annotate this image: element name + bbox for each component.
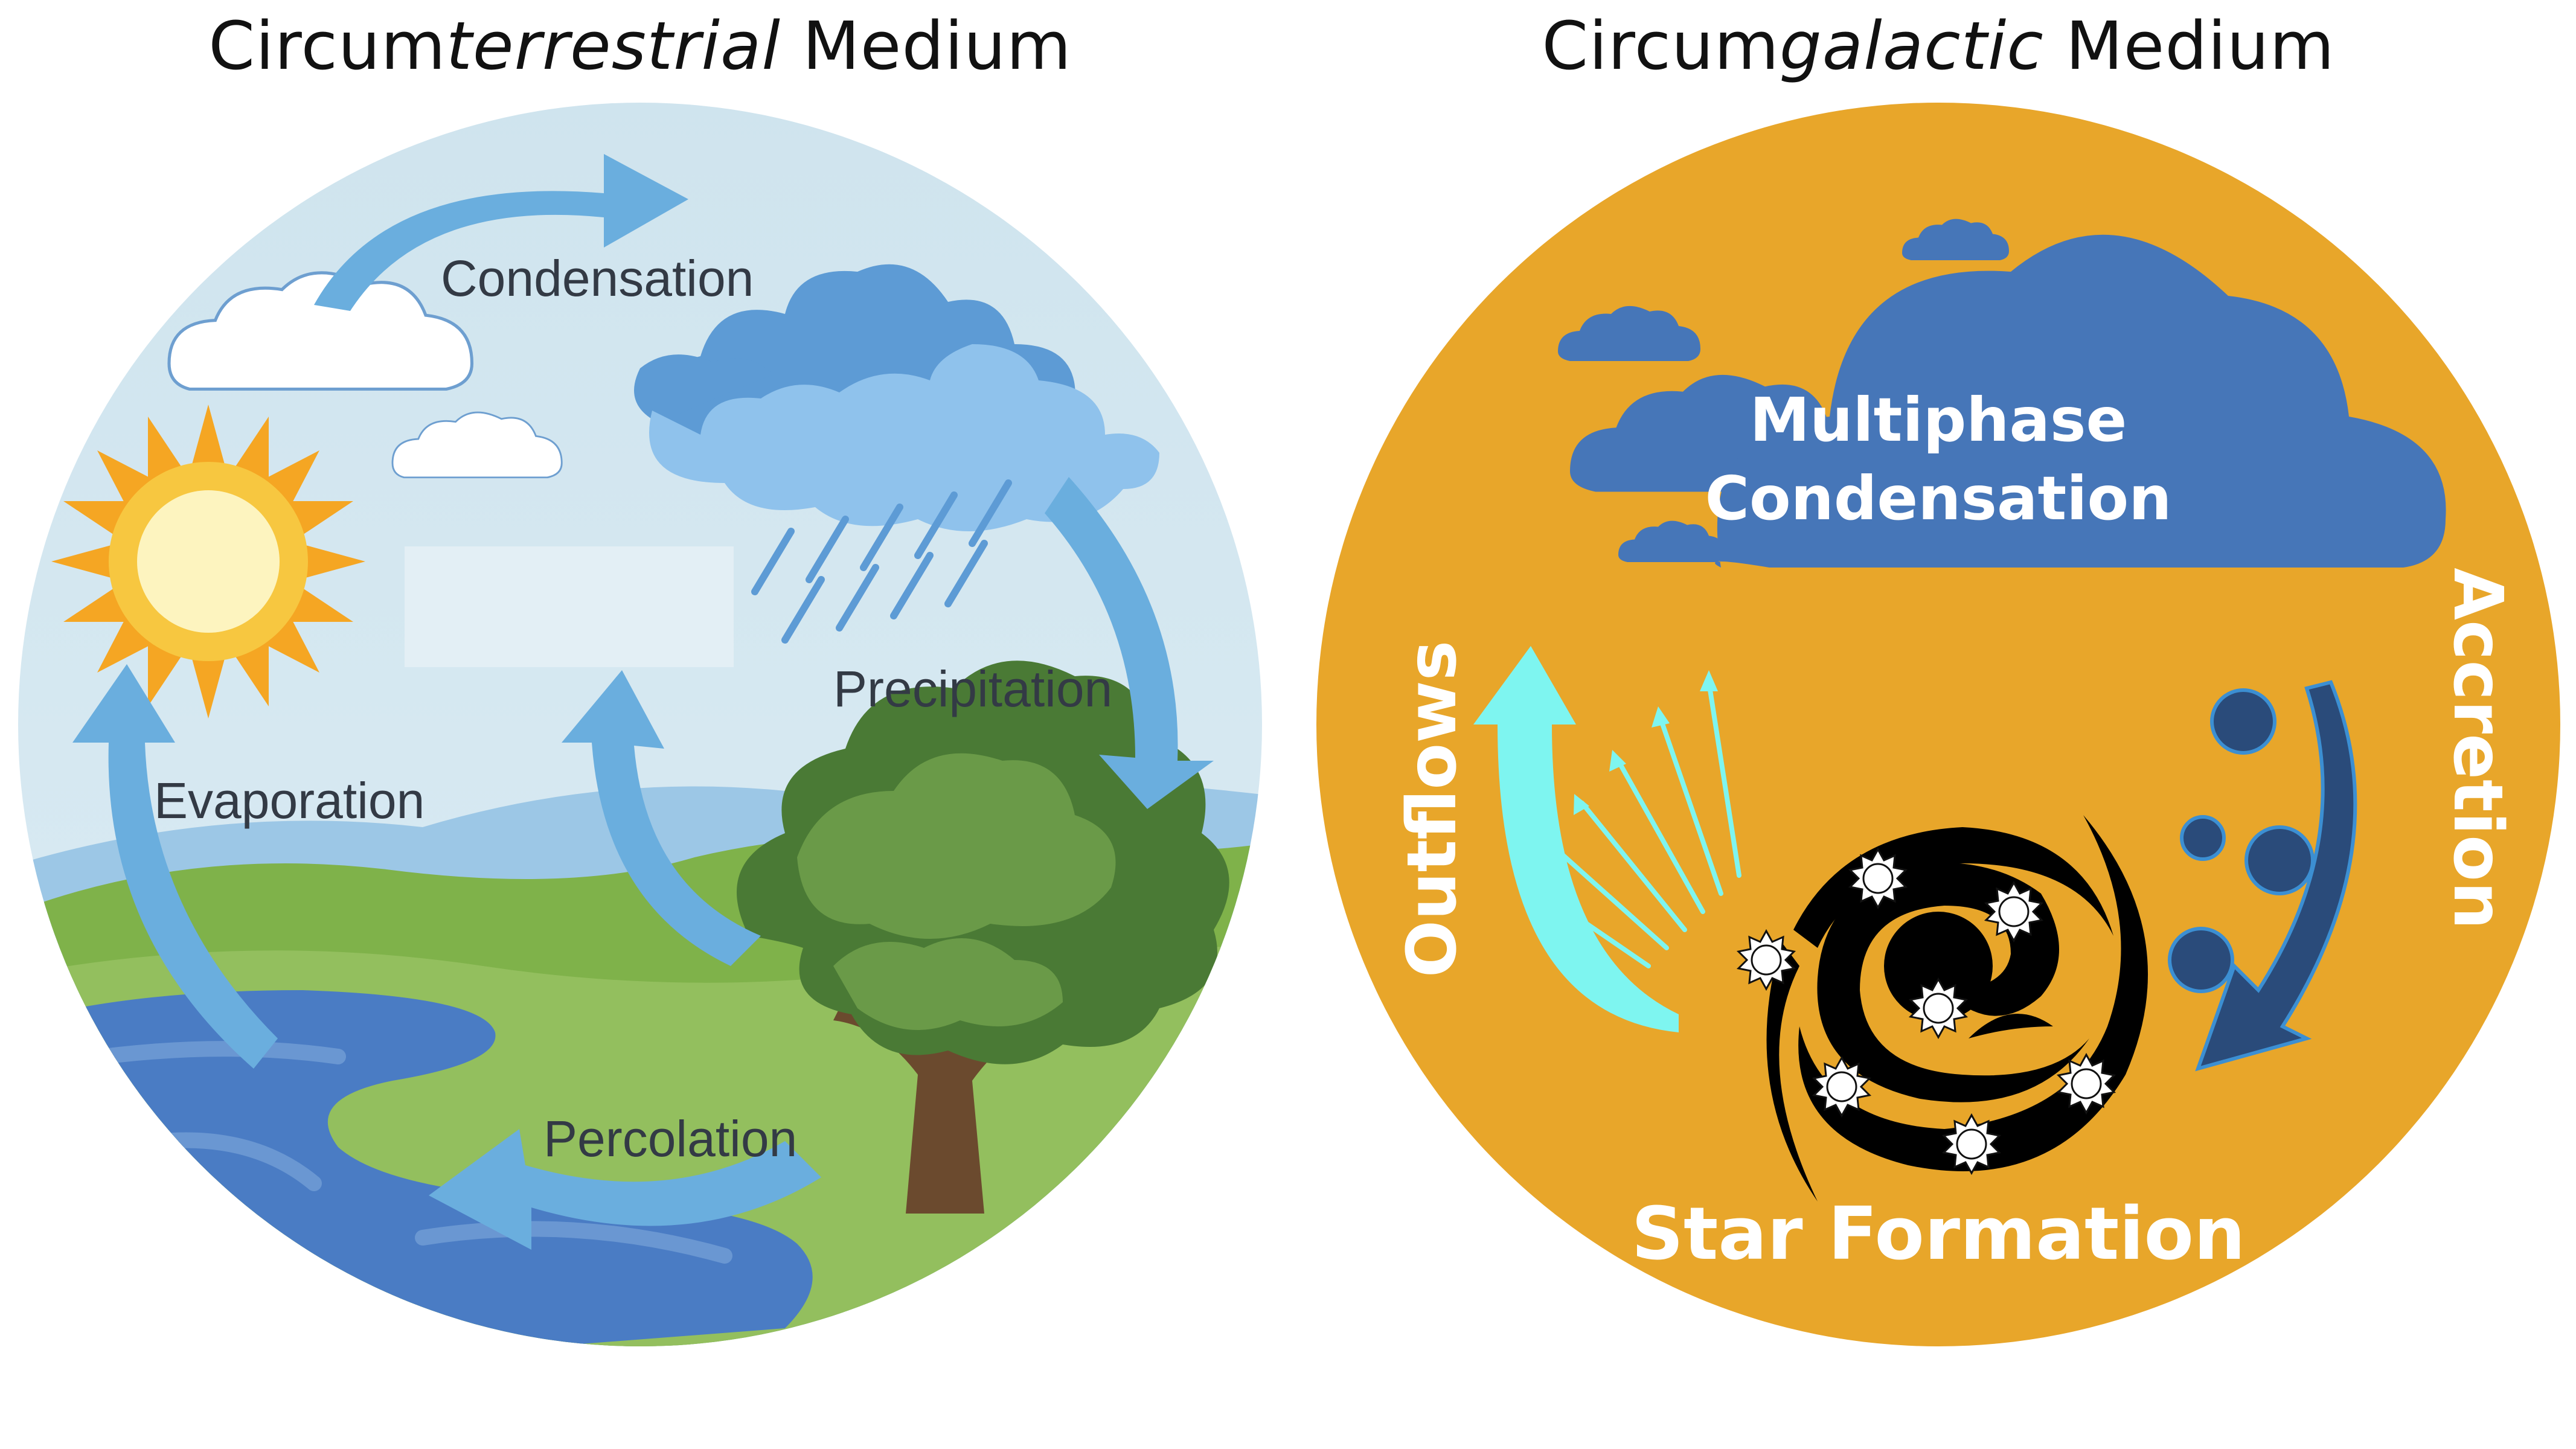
multiphase-label: Multiphase [1750,385,2127,455]
evaporation-arrow [72,664,278,1069]
outflow-streams [1531,680,1741,968]
sky-patch [405,546,734,667]
sun-icon [51,405,365,718]
condensation-label: Condensation [441,250,754,307]
percolation-arrow [429,1129,821,1250]
left-panel-title: Circumterrestrial Medium [208,7,1072,85]
gas-clump-icon [2168,688,2315,993]
terrestrial-scene: Condensation Precipitation Evaporation P… [18,103,1262,1346]
outflows-label: Outflows [1393,641,1472,978]
condensation-arrow [314,154,688,311]
precipitation-arrow [1045,477,1214,809]
right-panel-title: Circumgalactic Medium [1542,7,2335,85]
infiltration-arrow [562,670,761,966]
star-formation-label: Star Formation [1632,1192,2246,1276]
accretion-arrow [2195,680,2357,1072]
rain-cloud-icon [634,264,1159,531]
evaporation-label: Evaporation [154,772,425,829]
precipitation-label: Precipitation [833,661,1112,717]
outflow-arrow [1473,646,1679,1032]
outflow-arrowheads [1522,670,1718,900]
rain-icon [751,479,1012,644]
percolation-label: Percolation [543,1110,797,1167]
multiphase-cloud-icon [1558,219,2446,568]
accretion-label: Accretion [2438,568,2517,929]
condensation-label-galactic: Condensation [1705,463,2172,534]
